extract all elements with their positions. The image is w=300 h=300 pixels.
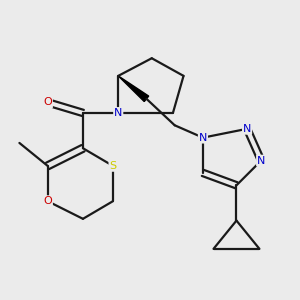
Text: N: N (257, 156, 266, 166)
Text: S: S (110, 161, 116, 171)
Text: O: O (43, 98, 52, 107)
Text: N: N (243, 124, 251, 134)
Text: N: N (199, 133, 207, 142)
Polygon shape (118, 76, 149, 102)
Text: N: N (114, 108, 122, 118)
Text: O: O (43, 196, 52, 206)
